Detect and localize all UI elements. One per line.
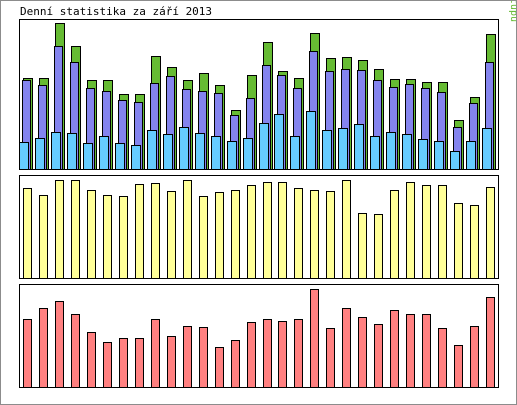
legend-hits: Stránek/Souborů/Přístupů bbox=[508, 1, 516, 22]
bar-visits-day-14 bbox=[231, 190, 240, 279]
bar-stránek-day-15 bbox=[243, 138, 253, 170]
bar-visits-day-21 bbox=[342, 180, 351, 279]
bar-stránek-day-27 bbox=[434, 141, 444, 170]
bar-visits-day-22 bbox=[358, 213, 367, 279]
bar-transfer-day-22 bbox=[358, 317, 367, 388]
bar-stránek-day-1 bbox=[19, 142, 29, 170]
bar-visits-day-7 bbox=[119, 196, 128, 279]
bar-transfer-day-18 bbox=[294, 319, 303, 388]
bar-visits-day-27 bbox=[438, 185, 447, 279]
bar-stránek-day-23 bbox=[370, 136, 380, 170]
bar-transfer-day-17 bbox=[278, 321, 287, 388]
bar-transfer-day-13 bbox=[215, 347, 224, 388]
bar-stránek-day-6 bbox=[99, 136, 109, 170]
bar-stránek-day-25 bbox=[402, 134, 412, 170]
bar-stránek-day-10 bbox=[163, 134, 173, 170]
bar-transfer-day-3 bbox=[55, 301, 64, 388]
chart-title: Denní statistika za září 2013 bbox=[20, 5, 213, 18]
bar-transfer-day-5 bbox=[87, 332, 96, 388]
bar-visits-day-8 bbox=[135, 184, 144, 279]
bar-visits-day-3 bbox=[55, 180, 64, 279]
bar-stránek-day-3 bbox=[51, 132, 61, 170]
bar-stránek-day-13 bbox=[211, 136, 221, 170]
bar-visits-day-16 bbox=[263, 182, 272, 279]
bar-transfer-day-6 bbox=[103, 342, 112, 388]
bar-transfer-day-24 bbox=[390, 310, 399, 388]
bar-stránek-day-12 bbox=[195, 133, 205, 170]
bar-visits-day-13 bbox=[215, 192, 224, 279]
bar-visits-day-24 bbox=[390, 190, 399, 279]
bar-transfer-day-28 bbox=[454, 345, 463, 388]
bar-transfer-day-30 bbox=[486, 297, 495, 388]
bar-visits-day-1 bbox=[23, 188, 32, 279]
bar-stránek-day-21 bbox=[338, 128, 348, 170]
bar-visits-day-10 bbox=[167, 191, 176, 279]
bar-transfer-day-26 bbox=[422, 314, 431, 388]
bar-visits-day-2 bbox=[39, 195, 48, 279]
bar-stránek-day-8 bbox=[131, 145, 141, 170]
bar-transfer-day-12 bbox=[199, 327, 208, 388]
plot-frame-visits bbox=[19, 175, 499, 279]
bar-transfer-day-15 bbox=[247, 322, 256, 388]
bar-transfer-day-25 bbox=[406, 314, 415, 388]
bar-stránek-day-7 bbox=[115, 143, 125, 170]
bar-stránek-day-19 bbox=[306, 111, 316, 170]
bar-visits-day-4 bbox=[71, 180, 80, 279]
bar-transfer-day-9 bbox=[151, 319, 160, 388]
bar-transfer-day-2 bbox=[39, 308, 48, 388]
bar-stránek-day-14 bbox=[227, 141, 237, 170]
legend-hits-label: Přístupů bbox=[508, 1, 516, 22]
bar-transfer-day-23 bbox=[374, 324, 383, 388]
bar-stránek-day-18 bbox=[290, 136, 300, 170]
bar-visits-day-17 bbox=[278, 182, 287, 279]
bar-transfer-day-27 bbox=[438, 328, 447, 388]
bar-transfer-day-19 bbox=[310, 289, 319, 388]
bar-stránek-day-11 bbox=[179, 127, 189, 170]
bar-visits-day-11 bbox=[183, 180, 192, 279]
bar-visits-day-20 bbox=[326, 191, 335, 279]
bar-transfer-day-11 bbox=[183, 326, 192, 388]
bar-transfer-day-8 bbox=[135, 338, 144, 388]
bar-stránek-day-24 bbox=[386, 132, 396, 170]
bar-transfer-day-4 bbox=[71, 314, 80, 388]
bar-transfer-day-1 bbox=[23, 319, 32, 388]
bar-visits-day-18 bbox=[294, 188, 303, 279]
bar-transfer-day-14 bbox=[231, 340, 240, 388]
bar-visits-day-25 bbox=[406, 182, 415, 279]
bar-visits-day-5 bbox=[87, 190, 96, 279]
plot-frame-transfer bbox=[19, 284, 499, 388]
bar-transfer-day-10 bbox=[167, 336, 176, 388]
bar-stránek-day-30 bbox=[482, 128, 492, 170]
bar-stránek-day-17 bbox=[274, 114, 284, 170]
bar-visits-day-15 bbox=[247, 185, 256, 279]
bar-stránek-day-4 bbox=[67, 133, 77, 170]
bar-visits-day-23 bbox=[374, 214, 383, 279]
bar-stránek-day-29 bbox=[466, 141, 476, 170]
bar-transfer-day-7 bbox=[119, 338, 128, 388]
bar-transfer-day-29 bbox=[470, 326, 479, 388]
bar-stránek-day-9 bbox=[147, 130, 157, 170]
bar-stránek-day-26 bbox=[418, 139, 428, 170]
bar-stránek-day-5 bbox=[83, 143, 93, 170]
bar-visits-day-26 bbox=[422, 185, 431, 279]
bar-visits-day-30 bbox=[486, 187, 495, 279]
bar-stránek-day-28 bbox=[450, 151, 460, 170]
bar-stránek-day-22 bbox=[354, 124, 364, 170]
bar-transfer-day-20 bbox=[326, 328, 335, 388]
bar-stránek-day-20 bbox=[322, 130, 332, 170]
bar-visits-day-12 bbox=[199, 196, 208, 279]
bar-visits-day-6 bbox=[103, 195, 112, 279]
bar-visits-day-9 bbox=[151, 183, 160, 279]
bar-transfer-day-16 bbox=[263, 319, 272, 388]
bar-stránek-day-16 bbox=[259, 123, 269, 170]
bar-visits-day-29 bbox=[470, 205, 479, 279]
bar-stránek-day-2 bbox=[35, 138, 45, 170]
bar-transfer-day-21 bbox=[342, 308, 351, 388]
bar-visits-day-19 bbox=[310, 190, 319, 279]
bar-visits-day-28 bbox=[454, 203, 463, 279]
